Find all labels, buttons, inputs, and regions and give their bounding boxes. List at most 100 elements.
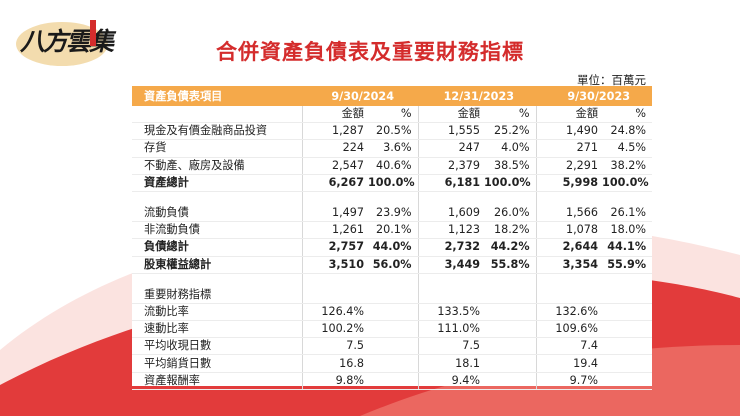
row-label: 負債總計: [132, 238, 302, 257]
header-period-3: 9/30/2023: [536, 86, 653, 106]
table-row: 不動產、廠房及設備 2,547 40.6% 2,379 38.5% 2,291 38.2%: [132, 157, 653, 175]
empty-cell: [368, 320, 419, 339]
pct-cell: 44.1%: [602, 238, 653, 257]
row-label: 平均銷貨日數: [132, 354, 302, 373]
amount-cell: 271: [535, 139, 603, 158]
section-title: 重要財務指標: [132, 286, 302, 304]
spacer-cell: [368, 191, 418, 205]
amount-cell: 5,998: [535, 174, 603, 192]
empty-cell: [602, 286, 653, 304]
empty-cell: [484, 303, 537, 322]
empty-cell: [602, 337, 653, 356]
table-row: 現金及有價金融商品投資 1,287 20.5% 1,555 25.2% 1,490 24.8…: [132, 122, 653, 141]
amount-cell: 1,555: [417, 122, 485, 141]
row-label: 非流動負債: [132, 221, 302, 240]
financial-table-card: 資產負債表項目 9/30/2024 12/31/2023 9/30/2023 金…: [132, 86, 653, 390]
unit-label: 單位：百萬元: [577, 73, 646, 87]
indicator-row: 速動比率 100.2% 111.0% 109.6%: [132, 320, 653, 339]
pct-cell: 100.0%: [368, 174, 419, 192]
amount-cell: 1,490: [535, 122, 603, 141]
pct-cell: 20.5%: [368, 122, 419, 141]
logo-text: 八方雲集: [20, 27, 114, 56]
pct-cell: 100.0%: [602, 174, 653, 192]
indicator-value: 18.1: [417, 354, 485, 373]
pct-cell: 18.0%: [602, 221, 653, 240]
empty-cell: [484, 337, 537, 356]
indicator-value: 7.5: [301, 337, 368, 356]
pct-cell: 44.2%: [484, 238, 537, 257]
amount-cell: 3,510: [301, 256, 368, 274]
indicator-row: 平均銷貨日數 16.8 18.1 19.4: [132, 354, 653, 373]
empty-cell: [602, 320, 653, 339]
pct-cell: 20.1%: [368, 221, 419, 240]
row-label: 資產總計: [132, 174, 302, 192]
row-label: 存貨: [132, 139, 302, 158]
empty-cell: [484, 286, 537, 304]
indicator-value: 9.7%: [535, 372, 603, 390]
amount-cell: 1,261: [301, 221, 368, 240]
amount-cell: 2,547: [301, 157, 368, 175]
table-header-row: 資產負債表項目 9/30/2024 12/31/2023 9/30/2023: [132, 86, 653, 106]
subheader-amount: 金額: [535, 106, 603, 124]
amount-cell: 2,379: [417, 157, 485, 175]
row-label: 流動負債: [132, 204, 302, 223]
pct-cell: 56.0%: [368, 256, 419, 274]
empty-cell: [484, 320, 537, 339]
empty-cell: [602, 372, 653, 390]
spacer-cell: [417, 191, 485, 205]
amount-cell: 247: [417, 139, 485, 158]
spacer-cell: [484, 191, 536, 205]
amount-cell: 224: [301, 139, 368, 158]
indicator-value: 19.4: [535, 354, 603, 373]
row-label: 現金及有價金融商品投資: [132, 122, 302, 141]
pct-cell: 26.1%: [602, 204, 653, 223]
indicator-value: 7.4: [535, 337, 603, 356]
indicators-title-row: 重要財務指標: [132, 286, 653, 304]
table-row: 存貨 224 3.6% 247 4.0% 271 4.5%: [132, 139, 653, 158]
table-row: 流動負債 1,497 23.9% 1,609 26.0% 1,566 26.1%: [132, 204, 653, 223]
amount-cell: 1,566: [535, 204, 603, 223]
empty-cell: [484, 372, 537, 390]
table-row: 資產總計 6,267 100.0% 6,181 100.0% 5,998 100.0%: [132, 174, 653, 192]
indicator-value: 7.5: [417, 337, 485, 356]
table-row: 股東權益總計 3,510 56.0% 3,449 55.8% 3,354 55.9%: [132, 256, 653, 274]
amount-cell: 6,181: [417, 174, 485, 192]
amount-cell: 1,497: [301, 204, 368, 223]
spacer-cell: [417, 273, 485, 287]
indicator-row: 流動比率 126.4% 133.5% 132.6%: [132, 303, 653, 322]
indicator-value: 111.0%: [417, 320, 485, 339]
empty-cell: [484, 354, 537, 373]
spacer-cell: [484, 273, 536, 287]
amount-cell: 3,354: [535, 256, 603, 274]
header-period-1: 9/30/2024: [302, 86, 419, 106]
amount-cell: 1,123: [417, 221, 485, 240]
logo-seal-icon: [90, 20, 96, 46]
indicator-value: 9.8%: [301, 372, 368, 390]
indicator-value: 16.8: [301, 354, 368, 373]
indicator-value: 100.2%: [301, 320, 368, 339]
indicator-row: 資產報酬率 9.8% 9.4% 9.7%: [132, 372, 653, 390]
row-label: 流動比率: [132, 303, 302, 322]
pct-cell: 55.9%: [602, 256, 653, 274]
empty-cell: [602, 303, 653, 322]
row-label: 股東權益總計: [132, 256, 302, 274]
pct-cell: 26.0%: [484, 204, 537, 223]
spacer-cell: [535, 273, 603, 287]
subheader-amount: 金額: [301, 106, 368, 124]
indicator-value: 126.4%: [301, 303, 368, 322]
pct-cell: 3.6%: [368, 139, 419, 158]
pct-cell: 18.2%: [484, 221, 537, 240]
row-label: 資產報酬率: [132, 372, 302, 390]
spacer-cell: [602, 273, 652, 287]
indicator-value: 9.4%: [417, 372, 485, 390]
pct-cell: 38.2%: [602, 157, 653, 175]
pct-cell: 23.9%: [368, 204, 419, 223]
amount-cell: 2,644: [535, 238, 603, 257]
pct-cell: 4.0%: [484, 139, 537, 158]
pct-cell: 24.8%: [602, 122, 653, 141]
empty-cell: [368, 303, 419, 322]
spacer-cell: [301, 191, 368, 205]
empty-cell: [368, 337, 419, 356]
subheader-pct: %: [368, 106, 419, 124]
pct-cell: 38.5%: [484, 157, 537, 175]
